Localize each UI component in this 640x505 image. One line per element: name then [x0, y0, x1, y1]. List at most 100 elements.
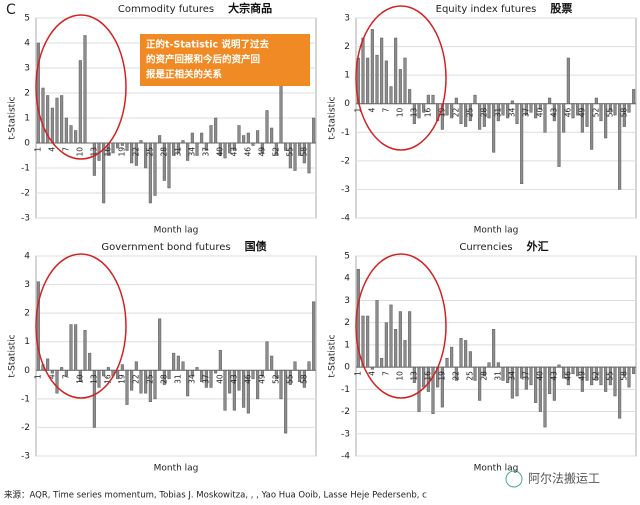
x-tick-label: 13	[409, 371, 418, 381]
bar	[524, 103, 528, 116]
bar	[102, 142, 106, 204]
bar	[190, 132, 194, 144]
bar	[529, 103, 533, 113]
x-tick-label: 22	[451, 371, 460, 381]
bar	[111, 142, 115, 154]
bar	[394, 37, 398, 104]
y-tick-label: 0	[24, 366, 30, 376]
bar	[237, 125, 241, 144]
bar	[604, 103, 608, 139]
bar	[172, 352, 176, 371]
bar	[298, 370, 302, 382]
x-tick-label: 55	[285, 147, 294, 157]
bar	[557, 364, 561, 368]
bar	[622, 103, 626, 127]
y-tick-label: 1	[24, 337, 30, 347]
bar	[246, 370, 250, 414]
bar	[298, 142, 302, 156]
x-tick-label: 37	[201, 147, 210, 157]
bar	[74, 324, 78, 371]
chart-title-cn: 大宗商品	[228, 1, 272, 15]
x-tick-label: 10	[395, 107, 404, 117]
y-tick-label: 5	[24, 14, 30, 24]
bar	[412, 103, 416, 124]
bar	[482, 103, 486, 127]
bar	[552, 103, 556, 122]
y-tick-label: -1	[341, 385, 350, 395]
bar	[580, 103, 584, 133]
bar	[440, 103, 444, 130]
x-tick-label: 28	[159, 147, 168, 157]
x-axis-label: Month lag	[474, 464, 519, 474]
x-tick-label: 16	[423, 107, 432, 117]
y-tick-label: 0	[344, 363, 350, 373]
y-tick-label: 2	[344, 318, 350, 328]
bar	[167, 370, 171, 380]
x-tick-label: 13	[89, 374, 98, 384]
bar	[468, 103, 472, 122]
bar	[55, 97, 59, 144]
bar	[102, 370, 106, 377]
bar	[223, 142, 227, 159]
x-tick-label: 28	[159, 374, 168, 384]
bar	[307, 361, 311, 371]
bar	[293, 361, 297, 371]
bar	[242, 135, 246, 144]
bar	[366, 57, 370, 104]
bar	[88, 352, 92, 371]
bar	[284, 370, 288, 434]
x-tick-label: 1	[353, 371, 362, 376]
x-tick-label: 46	[563, 371, 572, 381]
bar	[214, 370, 218, 374]
y-tick-label: 3	[344, 296, 350, 306]
x-axis-label: Month lag	[154, 226, 199, 236]
y-tick-label: 4	[344, 274, 350, 284]
bar	[36, 42, 40, 144]
bar	[585, 103, 589, 127]
x-tick-label: 55	[605, 107, 614, 117]
x-tick-label: 1	[33, 147, 42, 152]
bar	[260, 142, 264, 154]
x-tick-label: 43	[229, 374, 238, 384]
x-tick-label: 40	[535, 371, 544, 381]
bar	[78, 370, 82, 382]
bar	[487, 103, 491, 119]
x-tick-label: 49	[577, 371, 586, 381]
bar	[176, 142, 180, 154]
y-tick-label: 0	[344, 99, 350, 109]
bar	[134, 142, 138, 166]
bar	[375, 54, 379, 104]
x-tick-label: 19	[437, 107, 446, 117]
bar	[265, 341, 269, 371]
bar	[566, 57, 570, 104]
x-tick-label: 10	[75, 374, 84, 384]
bar	[144, 370, 148, 394]
bar	[370, 366, 374, 370]
highlight-ellipse	[355, 5, 447, 151]
bar	[520, 103, 524, 184]
y-tick-label: 3	[24, 64, 30, 74]
bar	[60, 95, 64, 144]
bar	[36, 281, 40, 371]
bar	[482, 366, 486, 377]
y-tick-label: 3	[344, 14, 350, 24]
bar	[125, 142, 129, 151]
bar	[478, 103, 482, 130]
bar	[260, 370, 264, 377]
chart-title-cn: 股票	[550, 2, 572, 15]
bar	[204, 142, 208, 151]
bar	[543, 103, 547, 133]
bar	[251, 142, 255, 146]
bar	[417, 103, 421, 119]
bar	[186, 142, 190, 161]
bar	[608, 103, 612, 113]
bar	[209, 370, 213, 388]
bar	[356, 269, 360, 368]
chart-title-cn: 外汇	[526, 239, 549, 253]
x-tick-label: 4	[367, 107, 376, 112]
bar	[552, 366, 556, 401]
bar	[120, 364, 124, 371]
bar	[398, 69, 402, 104]
bar	[398, 311, 402, 368]
bar	[218, 350, 222, 371]
